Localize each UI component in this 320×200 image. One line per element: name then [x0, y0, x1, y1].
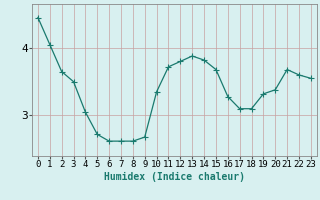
- X-axis label: Humidex (Indice chaleur): Humidex (Indice chaleur): [104, 172, 245, 182]
